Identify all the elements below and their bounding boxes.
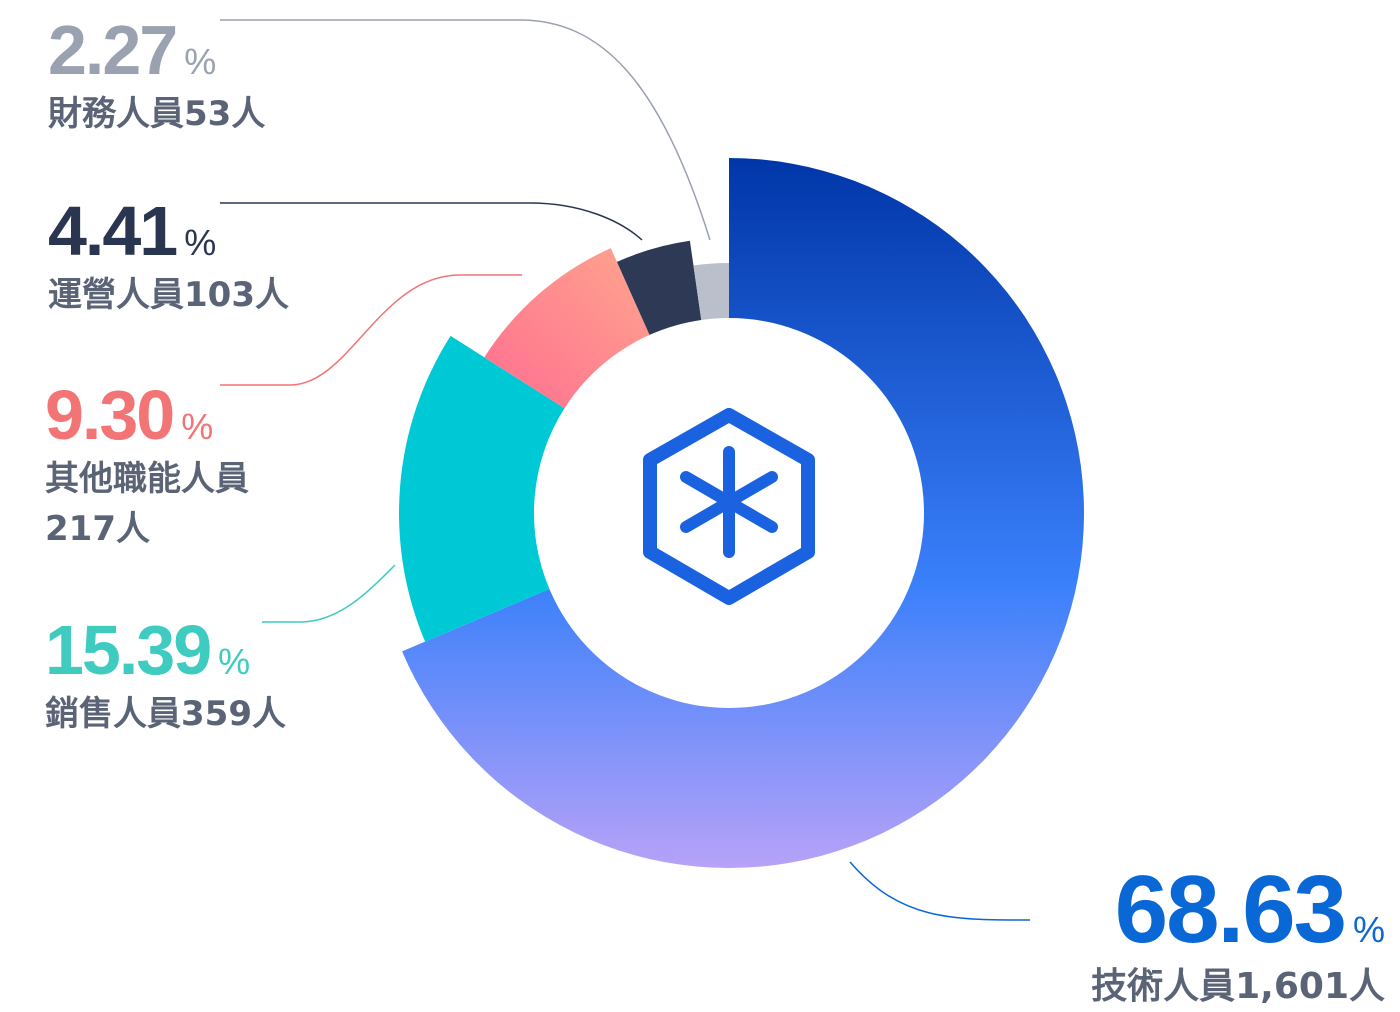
percent-value: 4.41	[48, 192, 178, 270]
donut-segment	[402, 158, 1084, 869]
segment-label: 2.27% 財務人員53人	[48, 15, 265, 139]
percent-value: 9.30	[45, 376, 175, 454]
category-label: 財務人員53人	[48, 94, 266, 134]
leader-line	[849, 861, 1031, 921]
percent-unit: %	[1352, 909, 1385, 950]
percent-value: 68.63	[1114, 856, 1347, 963]
percent-value: 15.39	[45, 611, 212, 689]
category-label: 技術人員1,601人	[1091, 966, 1385, 1007]
segment-label: 15.39% 銷售人員359人	[45, 615, 286, 739]
percent-unit: %	[181, 406, 214, 447]
percent: 2.27%	[48, 15, 265, 85]
leader-lines	[220, 19, 1031, 921]
center-icon	[643, 408, 815, 605]
percent: 4.41%	[48, 196, 289, 266]
percent-value: 2.27	[48, 11, 178, 89]
segment-label: 68.63% 技術人員1,601人	[1091, 862, 1385, 1012]
percent: 15.39%	[45, 615, 286, 685]
leader-line	[262, 564, 396, 623]
donut-segment	[399, 335, 565, 642]
category-label: 銷售人員359人	[45, 694, 286, 734]
donut-segment	[616, 240, 702, 335]
leader-line	[220, 274, 522, 386]
segment-label: 9.30% 其他職能人員217人	[45, 380, 305, 554]
segment-label: 4.41% 運營人員103人	[48, 196, 289, 320]
leader-line	[220, 19, 711, 241]
percent-unit: %	[218, 641, 251, 682]
donut-segment	[693, 263, 729, 320]
donut-segment	[484, 248, 650, 409]
percent: 68.63%	[1091, 862, 1385, 958]
percent-unit: %	[184, 222, 217, 263]
category-label: 運營人員103人	[48, 275, 289, 315]
leader-line	[220, 202, 643, 241]
percent-unit: %	[184, 41, 217, 82]
donut	[399, 158, 1084, 869]
category-label: 其他職能人員217人	[45, 459, 249, 549]
percent: 9.30%	[45, 380, 305, 450]
